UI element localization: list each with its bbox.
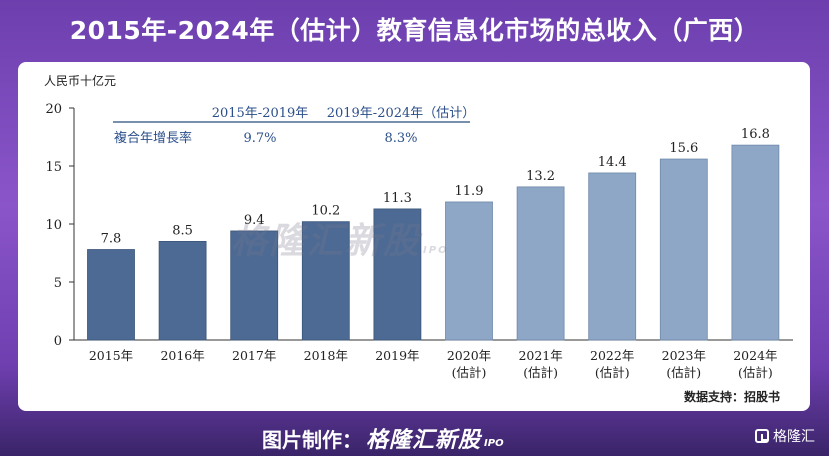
x-tick-label: 2023年 (662, 348, 706, 363)
x-tick-label: 2017年 (232, 348, 276, 363)
source-note: 数据支持：招股书 (683, 390, 780, 404)
bar (516, 186, 565, 341)
bar (588, 172, 637, 341)
x-tick-sublabel: (估計) (523, 365, 558, 380)
x-tick-label: 2015年 (89, 348, 133, 363)
legend-cagr2: 8.3% (384, 131, 417, 146)
watermark-text: 格隆汇新股 (231, 221, 422, 262)
bar (731, 144, 780, 341)
y-tick-label: 20 (45, 102, 62, 117)
bar (158, 240, 207, 341)
y-tick-label: 10 (45, 218, 62, 233)
chart-card: 人民币十亿元 0 5 10 15 20 2015年-2019年 2019年-2024年（估计… (18, 62, 810, 411)
legend-period1: 2015年-2019年 (212, 106, 309, 121)
footer: 图片制作： 格隆汇新股 IPO 格隆汇 (0, 414, 829, 456)
footer-brand: 格隆汇新股 (366, 428, 482, 453)
bar-value-label: 8.5 (172, 223, 193, 238)
watermark-ipo: IPO (423, 245, 449, 256)
x-tick-label: 2019年 (375, 348, 419, 363)
x-tick-label: 2021年 (518, 348, 562, 363)
x-tick-sublabel: (估計) (666, 365, 701, 380)
gelonghui-logo-icon (755, 429, 769, 443)
legend-period2: 2019年-2024年（估计） (327, 106, 476, 121)
bar (659, 158, 708, 341)
y-tick-label: 5 (54, 276, 62, 291)
footer-logo-text: 格隆汇 (773, 429, 815, 445)
x-tick-label: 2016年 (160, 348, 204, 363)
chart-title: 2015年-2024年（估计）教育信息化市场的总收入（广西） (69, 16, 760, 45)
x-tick-label: 2020年 (447, 348, 491, 363)
footer-credit: 图片制作： 格隆汇新股 IPO (262, 422, 504, 454)
bar (301, 221, 350, 341)
watermark: 格隆汇新股 IPO (231, 212, 449, 264)
footer-prefix: 图片制作： (262, 427, 362, 452)
legend-cagr1: 9.7% (243, 131, 276, 146)
x-tick-label: 2024年 (733, 348, 777, 363)
bar-value-label: 13.2 (526, 169, 555, 184)
x-tick-label: 2018年 (304, 348, 348, 363)
bar-value-label: 9.4 (244, 213, 265, 228)
x-tick-sublabel: (估計) (738, 365, 773, 380)
bar (230, 230, 279, 341)
bar-value-label: 11.9 (455, 184, 484, 199)
bar-value-label: 14.4 (598, 155, 627, 170)
y-tick-label: 15 (45, 160, 62, 175)
bar (87, 249, 135, 341)
bar-value-label: 10.2 (311, 204, 340, 219)
footer-ipo: IPO (484, 437, 504, 449)
x-tick-sublabel: (估計) (595, 365, 630, 380)
bar (373, 208, 422, 341)
x-tick-sublabel: (估計) (452, 365, 487, 380)
bar-value-label: 7.8 (101, 232, 122, 247)
y-axis-unit-label: 人民币十亿元 (44, 74, 117, 88)
bar-value-label: 11.3 (383, 191, 412, 206)
bar-value-label: 16.8 (741, 127, 770, 142)
legend-row-label: 複合年增長率 (114, 130, 192, 146)
bar-value-label: 15.6 (669, 141, 698, 156)
bar (445, 201, 493, 341)
footer-logo: 格隆汇 (755, 426, 815, 446)
y-tick-label: 0 (54, 334, 62, 349)
bar-chart: 0 5 10 15 20 2015年-2019年 2019年-2024年（估计） 複合年增長率… (45, 102, 793, 380)
x-tick-label: 2022年 (590, 348, 634, 363)
